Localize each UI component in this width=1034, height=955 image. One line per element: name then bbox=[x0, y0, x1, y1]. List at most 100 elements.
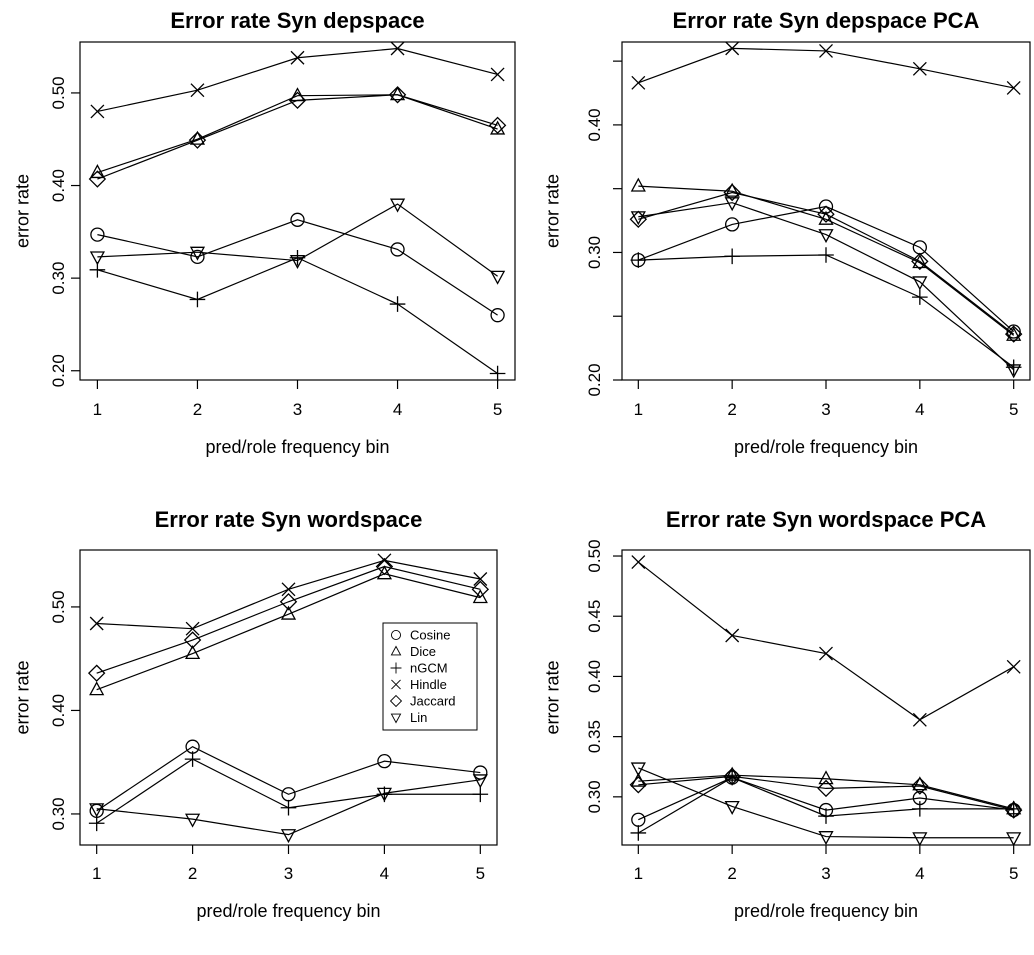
data-point bbox=[89, 164, 105, 179]
data-point bbox=[189, 130, 206, 145]
series-line bbox=[97, 94, 498, 174]
data-point bbox=[912, 832, 928, 847]
y-axis-label: error rate bbox=[542, 174, 562, 248]
x-tick-label: 4 bbox=[915, 400, 924, 419]
data-point bbox=[818, 808, 834, 824]
data-point bbox=[472, 589, 488, 604]
data-point bbox=[818, 770, 834, 785]
y-tick-label: 0.40 bbox=[49, 694, 68, 727]
data-point bbox=[89, 616, 104, 631]
series-line bbox=[96, 565, 481, 674]
data-point bbox=[490, 67, 505, 82]
data-point bbox=[89, 803, 105, 818]
series-line bbox=[96, 779, 481, 836]
data-point bbox=[912, 712, 927, 727]
y-tick-label: 0.20 bbox=[585, 363, 604, 396]
data-point bbox=[630, 177, 646, 192]
x-axis-label: pred/role frequency bin bbox=[196, 901, 380, 921]
x-tick-label: 2 bbox=[188, 864, 197, 883]
y-tick-label: 0.30 bbox=[585, 780, 604, 813]
data-point bbox=[1004, 325, 1023, 343]
y-tick-label: 0.40 bbox=[585, 660, 604, 693]
y-tick-label: 0.30 bbox=[49, 262, 68, 295]
series-lin bbox=[630, 197, 1022, 379]
x-tick-label: 5 bbox=[493, 400, 502, 419]
y-tick-label: 0.50 bbox=[49, 76, 68, 109]
data-point bbox=[488, 116, 507, 135]
series-ngcm bbox=[88, 751, 489, 832]
x-axis-label: pred/role frequency bin bbox=[734, 901, 918, 921]
series-line bbox=[638, 202, 1015, 371]
data-point bbox=[388, 86, 407, 104]
y-tick-label: 0.30 bbox=[585, 236, 604, 269]
data-point bbox=[290, 212, 305, 227]
legend-marker bbox=[390, 713, 402, 724]
data-point bbox=[184, 813, 201, 828]
x-tick-label: 4 bbox=[393, 400, 402, 419]
series-line bbox=[97, 203, 498, 277]
x-tick-label: 4 bbox=[380, 864, 389, 883]
data-point bbox=[280, 829, 297, 844]
data-point bbox=[1006, 832, 1022, 847]
data-point bbox=[630, 825, 647, 841]
series-line bbox=[638, 775, 1014, 811]
x-tick-label: 5 bbox=[1009, 400, 1018, 419]
x-tick-label: 2 bbox=[727, 400, 736, 419]
series-line bbox=[638, 767, 1014, 839]
series-hindle bbox=[631, 555, 1021, 727]
data-point bbox=[389, 86, 406, 101]
data-point bbox=[190, 249, 205, 264]
data-point bbox=[819, 43, 833, 58]
data-point bbox=[189, 246, 206, 261]
series-lin bbox=[89, 774, 488, 844]
legend-label: Dice bbox=[410, 644, 436, 659]
data-point bbox=[375, 557, 394, 576]
series-cosine bbox=[631, 199, 1021, 339]
series-line bbox=[638, 254, 1015, 368]
data-point bbox=[489, 365, 506, 382]
data-point bbox=[725, 628, 740, 643]
data-point bbox=[389, 198, 406, 213]
data-point bbox=[288, 91, 307, 110]
data-point bbox=[184, 751, 201, 767]
y-tick-label: 0.20 bbox=[49, 354, 68, 387]
data-point bbox=[631, 555, 646, 570]
series-line bbox=[96, 745, 481, 812]
series-cosine bbox=[90, 212, 505, 323]
data-point bbox=[376, 787, 393, 802]
x-tick-label: 1 bbox=[634, 400, 643, 419]
data-point bbox=[725, 217, 740, 232]
data-point bbox=[183, 631, 202, 649]
series-line bbox=[638, 776, 1014, 834]
chart-panel-1: Error rate Syn depspace 1 2 3 4 5 0.20 0.30 0.40… bbox=[12, 8, 516, 457]
data-point bbox=[390, 41, 405, 56]
series-line bbox=[638, 191, 1015, 335]
data-point bbox=[289, 255, 306, 270]
data-point bbox=[1006, 324, 1021, 339]
chart-title: Error rate Syn wordspace bbox=[155, 507, 423, 532]
data-point bbox=[723, 767, 741, 786]
series-jaccard bbox=[629, 767, 1023, 819]
data-point bbox=[630, 762, 646, 777]
plot-frame bbox=[621, 549, 1031, 846]
legend-marker bbox=[391, 679, 401, 690]
data-point bbox=[281, 582, 296, 597]
data-point bbox=[817, 779, 835, 798]
data-point bbox=[818, 229, 834, 244]
data-point bbox=[630, 211, 646, 226]
x-tick-label: 3 bbox=[284, 864, 293, 883]
data-point bbox=[184, 644, 201, 660]
data-point bbox=[490, 308, 505, 323]
data-point bbox=[818, 831, 834, 846]
series-line bbox=[638, 185, 1015, 336]
data-point bbox=[725, 41, 740, 56]
data-point bbox=[818, 247, 834, 263]
legend-marker bbox=[390, 645, 402, 656]
series-line bbox=[637, 561, 1014, 721]
data-point bbox=[1006, 80, 1021, 95]
data-point bbox=[473, 572, 488, 586]
data-point bbox=[912, 776, 928, 791]
data-point bbox=[911, 252, 929, 271]
data-point bbox=[279, 593, 298, 611]
